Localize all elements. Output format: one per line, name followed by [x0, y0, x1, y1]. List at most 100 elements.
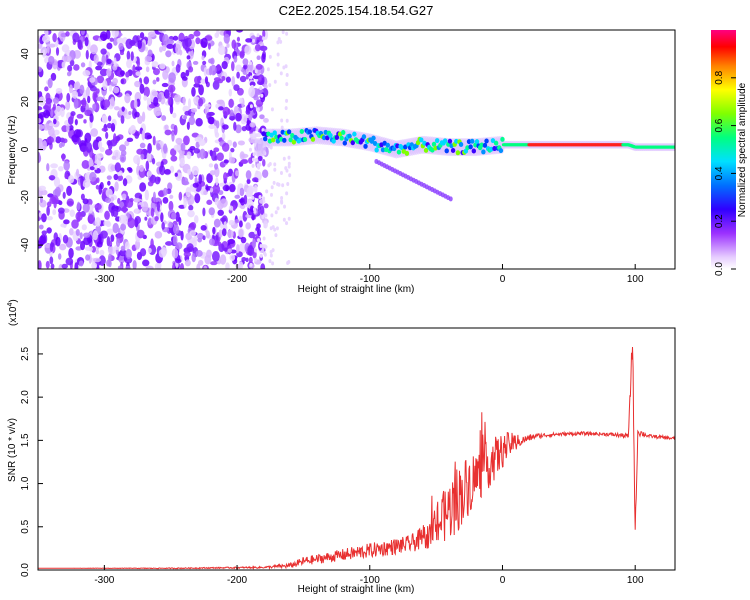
- noise-blob: [87, 95, 91, 104]
- ridge-core: [450, 147, 456, 153]
- ridge-core: [350, 140, 355, 146]
- noise-blob: [212, 184, 221, 194]
- top-x-axis-label: Height of straight line (km): [298, 284, 415, 295]
- noise-blob: [132, 259, 137, 269]
- noise-blob: [249, 61, 253, 66]
- noise-blob: [66, 71, 72, 77]
- noise-blob: [175, 63, 181, 73]
- noise-blob: [146, 134, 153, 140]
- noise-blob: [244, 45, 252, 55]
- noise-blob: [262, 30, 266, 38]
- noise-blob: [80, 193, 85, 201]
- noise-blob: [99, 31, 108, 41]
- noise-blob: [252, 177, 259, 183]
- noise-blob: [198, 84, 204, 96]
- noise-blob: [247, 245, 255, 257]
- noise-blob: [95, 249, 100, 255]
- noise-blob: [231, 39, 237, 50]
- noise-blob: [84, 36, 89, 47]
- noise-blob: [225, 262, 230, 269]
- noise-blob: [215, 120, 220, 129]
- noise-blob: [250, 84, 254, 89]
- noise-blob: [208, 163, 214, 168]
- y-tick-label: -20: [20, 190, 31, 205]
- noise-blob: [281, 30, 285, 35]
- noise-blob: [103, 220, 107, 226]
- noise-blob: [110, 234, 115, 242]
- noise-blob: [112, 77, 119, 85]
- noise-blob: [287, 216, 291, 221]
- ridge-core: [288, 137, 293, 143]
- noise-blob: [63, 160, 70, 171]
- noise-blob: [110, 196, 115, 202]
- noise-blob: [288, 173, 292, 178]
- noise-blob: [236, 36, 241, 42]
- ridge-core: [272, 130, 277, 136]
- noise-blob: [279, 171, 283, 176]
- ridge-core: [444, 148, 449, 154]
- noise-blob: [240, 153, 249, 159]
- noise-blob: [191, 86, 196, 97]
- noise-blob: [144, 46, 149, 52]
- y-tick-label: 0.5: [20, 519, 31, 533]
- noise-blob: [187, 169, 192, 175]
- bottom-x-ticks: -300 -200 -100 0 100: [94, 565, 644, 586]
- noise-blob: [236, 30, 244, 33]
- ridge-core: [498, 148, 504, 154]
- noise-blob: [271, 261, 275, 266]
- ridge-core: [454, 138, 459, 144]
- noise-blob: [172, 224, 180, 235]
- ridge-core: [431, 141, 437, 147]
- noise-blob: [208, 207, 215, 216]
- noise-blob: [164, 129, 172, 136]
- ridge-core: [401, 148, 406, 154]
- noise-blob: [243, 194, 248, 205]
- noise-blob: [208, 124, 216, 130]
- noise-blob: [106, 122, 113, 129]
- noise-blob: [38, 43, 43, 49]
- noise-blob: [61, 44, 70, 53]
- noise-blob: [48, 55, 55, 65]
- y-tick-label: 20: [20, 96, 31, 108]
- noise-blob: [271, 225, 275, 230]
- noise-blob: [91, 262, 98, 269]
- noise-blob: [66, 185, 73, 196]
- bottom-y-ticks: 0.0 0.5 1.0 1.5 2.0 2.5: [20, 347, 43, 577]
- noise-blob: [81, 159, 90, 169]
- noise-blob: [256, 55, 261, 60]
- noise-blob: [190, 112, 195, 119]
- noise-blob: [253, 95, 259, 101]
- noise-blob: [55, 236, 61, 247]
- noise-blob: [285, 72, 289, 77]
- noise-blob: [100, 230, 108, 239]
- noise-blob: [118, 255, 126, 264]
- noise-blob: [252, 238, 257, 249]
- noise-blob: [252, 130, 256, 140]
- noise-blob: [285, 191, 289, 196]
- noise-blob: [231, 75, 236, 87]
- noise-blob: [99, 181, 104, 190]
- noise-blob: [89, 85, 97, 92]
- noise-blob: [251, 157, 255, 162]
- noise-blob: [254, 44, 261, 52]
- noise-blob: [96, 177, 100, 184]
- noise-blob: [89, 77, 96, 83]
- noise-blob: [225, 185, 230, 192]
- noise-blob: [65, 31, 70, 37]
- noise-blob: [126, 137, 134, 143]
- noise-blob: [184, 110, 191, 116]
- noise-blob: [255, 63, 263, 70]
- ridge-core: [282, 137, 287, 143]
- noise-blob: [89, 113, 94, 123]
- noise-blob: [74, 262, 79, 269]
- noise-blob: [171, 248, 179, 259]
- noise-blob: [157, 190, 165, 197]
- noise-blob: [46, 205, 50, 216]
- noise-blob: [211, 250, 220, 262]
- noise-blob: [55, 47, 60, 56]
- noise-blob: [175, 43, 181, 55]
- y-tick-label: 2.5: [20, 347, 31, 361]
- noise-blob: [221, 142, 230, 152]
- noise-blob: [76, 201, 81, 211]
- noise-blob: [114, 181, 119, 192]
